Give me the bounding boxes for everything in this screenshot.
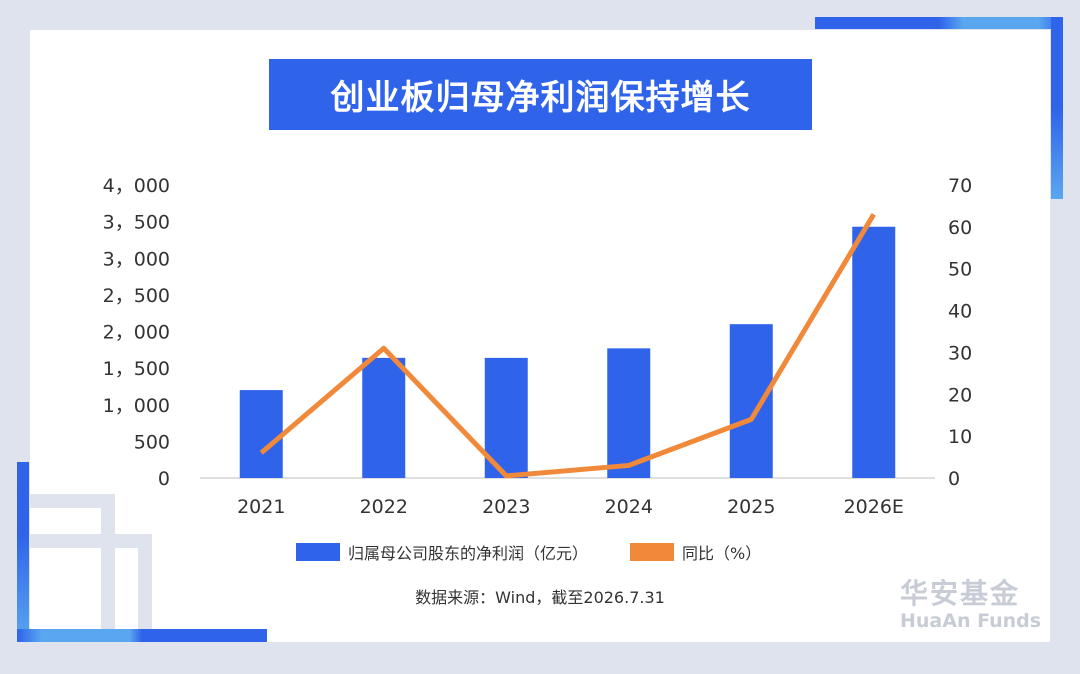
legend-line-label: 同比（%） [682, 544, 762, 563]
y-left-tick-label: 2，000 [103, 322, 170, 344]
decor-bar-top [815, 17, 1063, 29]
x-tick-label: 2026E [844, 496, 904, 518]
x-tick-label: 2021 [237, 496, 285, 518]
y-left-tick-label: 2，500 [103, 285, 170, 307]
bar-2021 [239, 390, 283, 478]
legend-bar-swatch [296, 543, 340, 561]
y-left-tick-label: 3，500 [103, 212, 170, 234]
decor-bar-bottom [17, 629, 267, 642]
y-right-tick-label: 0 [948, 468, 960, 490]
x-tick-label: 2023 [482, 496, 530, 518]
legend-line-swatch [630, 543, 675, 561]
y-right-tick-label: 10 [948, 426, 972, 448]
y-left-tick-label: 4，000 [103, 175, 170, 197]
y-right-tick-label: 70 [948, 175, 972, 197]
y-right-tick-label: 30 [948, 342, 972, 364]
y-left-tick-label: 1，500 [103, 358, 170, 380]
decor-square-inner [30, 534, 152, 632]
logo-cn: 华安基金 [900, 577, 1021, 610]
decor-bar-right [1051, 17, 1063, 199]
x-tick-label: 2024 [605, 496, 653, 518]
x-tick-label: 2025 [727, 496, 775, 518]
chart-title: 创业板归母净利润保持增长 [269, 59, 812, 130]
x-tick-label: 2022 [360, 496, 408, 518]
y-right-tick-label: 20 [948, 384, 972, 406]
yoy-line [259, 213, 876, 479]
bar-2022 [362, 357, 406, 478]
logo-en: HuaAn Funds [900, 610, 1042, 632]
y-left-tick-label: 3，000 [103, 248, 170, 270]
legend-bar-label: 归属母公司股东的净利润（亿元） [348, 544, 589, 563]
y-right-tick-label: 60 [948, 217, 972, 239]
bar-2025 [729, 324, 773, 478]
source-note: 数据来源：Wind，截至2026.7.31 [415, 588, 665, 607]
bar-2024 [607, 348, 651, 478]
y-left-tick-label: 1，000 [103, 395, 170, 417]
bar-2026E [852, 226, 896, 478]
y-left-tick-label: 500 [134, 431, 170, 453]
brand-logo: 华安基金 HuaAn Funds [900, 572, 1041, 632]
y-left-tick-label: 0 [158, 468, 170, 490]
y-right-tick-label: 50 [948, 259, 972, 281]
y-right-tick-label: 40 [948, 301, 972, 323]
legend: 归属母公司股东的净利润（亿元） 同比（%） [296, 540, 761, 564]
decor-bar-left [17, 462, 29, 642]
